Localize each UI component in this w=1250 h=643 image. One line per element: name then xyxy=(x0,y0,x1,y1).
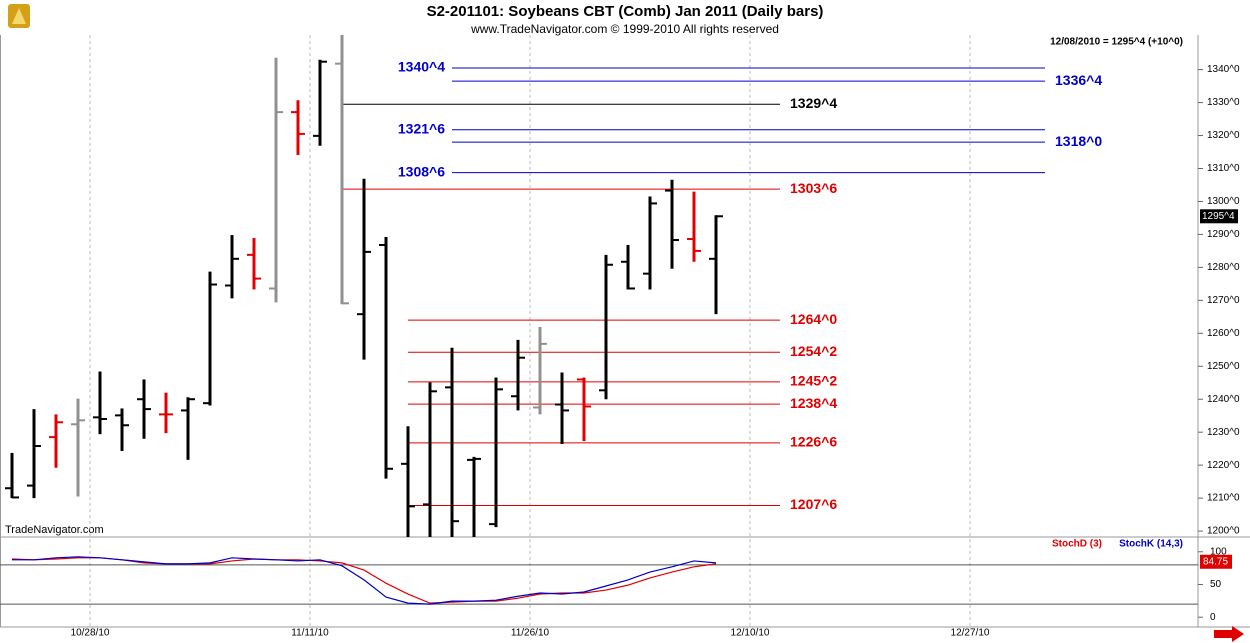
y-tick-label: 50 xyxy=(1210,579,1222,590)
x-tick-label: 12/10/10 xyxy=(731,628,770,639)
y-tick-label: 1270^0 xyxy=(1207,295,1240,306)
scroll-arrow[interactable] xyxy=(1214,626,1244,642)
status-text: 12/08/2010 = 1295^4 (+10^0) xyxy=(1050,37,1183,48)
level-label: 1340^4 xyxy=(398,59,445,75)
y-tick-label: 0 xyxy=(1210,612,1216,623)
level-label: 1226^6 xyxy=(790,434,837,450)
last-price-box xyxy=(1200,209,1238,224)
legend-entry: StochK (14,3) xyxy=(1119,539,1183,550)
watermark: TradeNavigator.com xyxy=(5,524,104,536)
level-label: 1238^4 xyxy=(790,395,837,411)
y-tick-label: 1330^0 xyxy=(1207,97,1240,108)
y-tick-label: 1310^0 xyxy=(1207,163,1240,174)
level-label: 1321^6 xyxy=(398,120,445,136)
stoch-line xyxy=(12,556,717,605)
y-tick-label: 1260^0 xyxy=(1207,328,1240,339)
y-tick-label: 1240^0 xyxy=(1207,394,1240,405)
level-label: 1264^0 xyxy=(790,311,837,327)
current-value-box xyxy=(1200,554,1232,569)
x-tick-label: 10/28/10 xyxy=(71,628,110,639)
level-label: 1329^4 xyxy=(790,95,837,111)
legend-entry: StochD (3) xyxy=(1052,539,1102,550)
x-tick-label: 11/26/10 xyxy=(511,628,550,639)
level-label: 1245^2 xyxy=(790,373,837,389)
level-label: 1207^6 xyxy=(790,496,837,512)
y-tick-label: 1290^0 xyxy=(1207,229,1240,240)
y-tick-label: 1220^0 xyxy=(1207,460,1240,471)
y-tick-label: 1340^0 xyxy=(1207,64,1240,75)
y-tick-label: 1250^0 xyxy=(1207,361,1240,372)
y-tick-label: 1280^0 xyxy=(1207,262,1240,273)
level-label: 1318^0 xyxy=(1055,133,1102,149)
y-tick-label: 1300^0 xyxy=(1207,196,1240,207)
x-tick-label: 11/11/10 xyxy=(291,628,329,639)
x-tick-label: 12/27/10 xyxy=(951,628,990,639)
y-tick-label: 1320^0 xyxy=(1207,130,1240,141)
current-value-label: 84.75 xyxy=(1203,556,1228,567)
level-label: 1308^6 xyxy=(398,163,445,179)
logo xyxy=(8,4,30,28)
chart-subtitle: www.TradeNavigator.com © 1999-2010 All r… xyxy=(470,22,779,36)
chart-title: S2-201101: Soybeans CBT (Comb) Jan 2011 … xyxy=(427,3,824,20)
level-label: 1336^4 xyxy=(1055,72,1102,88)
y-tick-label: 1230^0 xyxy=(1207,427,1240,438)
level-label: 1303^6 xyxy=(790,180,837,196)
y-tick-label: 1200^0 xyxy=(1207,526,1240,537)
y-tick-label: 1210^0 xyxy=(1207,493,1240,504)
level-label: 1254^2 xyxy=(790,343,837,359)
y-tick-label: 100 xyxy=(1210,546,1227,557)
last-price-label: 1295^4 xyxy=(1202,211,1235,222)
bars xyxy=(5,35,723,537)
